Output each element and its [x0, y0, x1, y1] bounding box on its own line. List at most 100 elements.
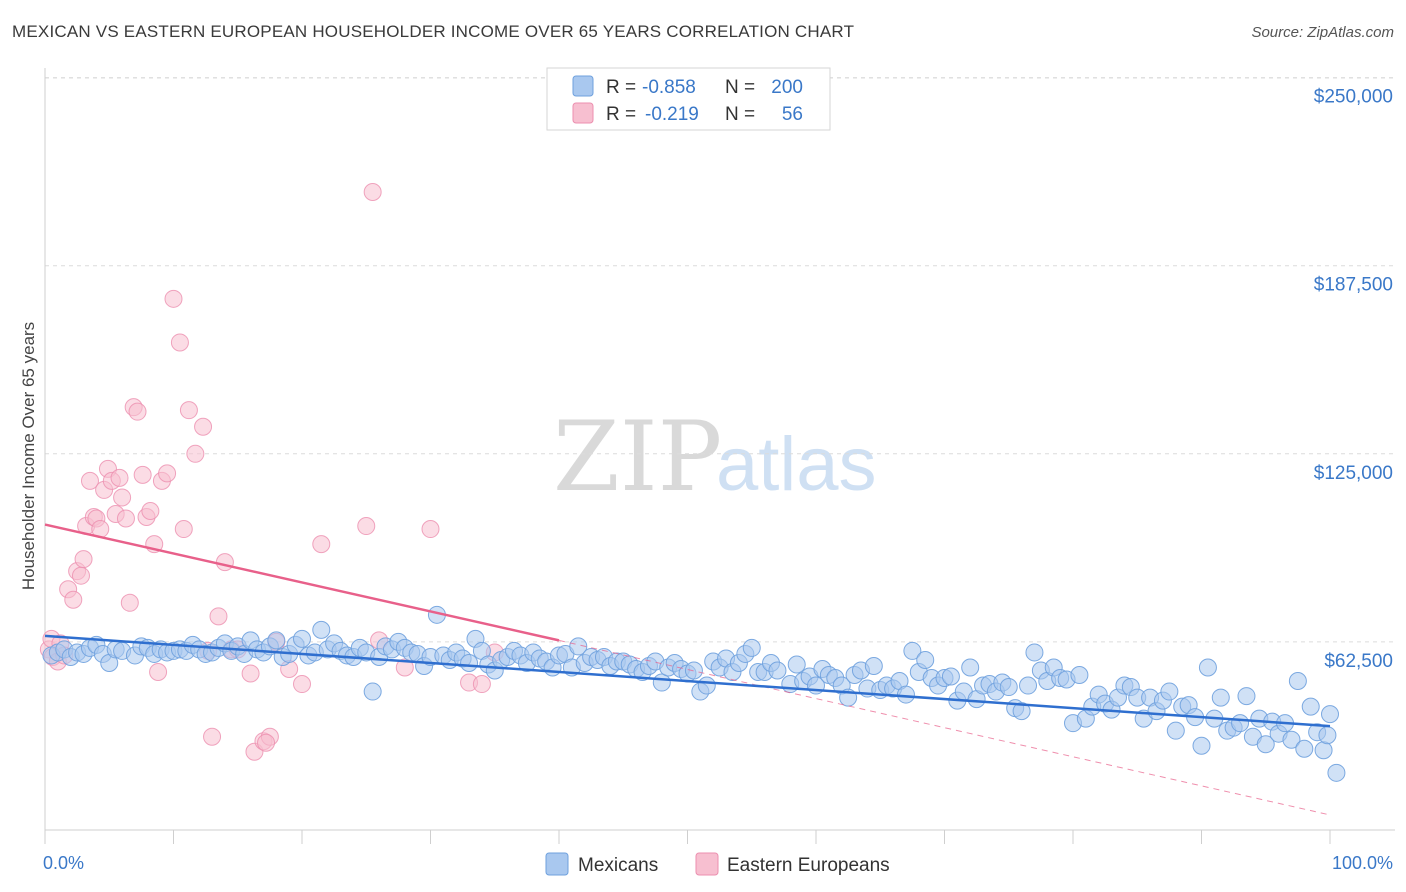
- data-point-mexicans: [896, 685, 915, 704]
- data-point-mexicans: [1231, 714, 1250, 733]
- data-point-eastern-europeans: [149, 663, 168, 681]
- data-point-mexicans: [1256, 735, 1275, 754]
- data-point-eastern-europeans: [80, 471, 99, 490]
- data-point-mexicans: [1192, 736, 1211, 755]
- data-point-eastern-europeans: [164, 289, 183, 308]
- n-label-1: N =: [725, 77, 755, 98]
- data-point-mexicans: [916, 650, 935, 669]
- data-point-mexicans: [787, 655, 806, 674]
- data-point-mexicans: [1288, 672, 1307, 691]
- legend-swatch-eastern-europeans: [572, 102, 594, 124]
- n-value-2: 56: [782, 104, 803, 125]
- data-point-mexicans: [1314, 741, 1333, 760]
- data-point-mexicans: [999, 678, 1018, 697]
- r-label-1: R =: [606, 77, 636, 98]
- bottom-legend: Mexicans Eastern Europeans: [545, 852, 890, 876]
- trend-line-mexicans: [44, 634, 1331, 728]
- data-point-eastern-europeans: [174, 520, 193, 539]
- eastern-europeans-points: [39, 182, 504, 761]
- data-point-eastern-europeans: [194, 417, 213, 436]
- chart-title: MEXICAN VS EASTERN EUROPEAN HOUSEHOLDER …: [12, 22, 855, 41]
- data-point-mexicans: [1237, 687, 1256, 706]
- r-label-2: R =: [606, 104, 636, 125]
- data-point-eastern-europeans: [64, 590, 83, 609]
- data-point-eastern-europeans: [312, 535, 331, 554]
- n-label-2: N =: [725, 104, 755, 125]
- bottom-legend-eastern-europeans: Eastern Europeans: [727, 855, 890, 876]
- data-point-mexicans: [961, 658, 980, 677]
- data-point-mexicans: [684, 661, 703, 680]
- n-value-1: 200: [771, 77, 803, 98]
- data-point-eastern-europeans: [116, 509, 135, 528]
- data-point-eastern-europeans: [241, 664, 260, 683]
- x-tick-labels: 0.0% 100.0%: [43, 853, 1393, 873]
- data-point-eastern-europeans: [158, 464, 177, 483]
- bottom-legend-mexicans: Mexicans: [578, 855, 658, 876]
- stats-legend: R = -0.858 N = 200 R = -0.219 N = 56: [546, 67, 831, 131]
- data-point-mexicans: [864, 656, 883, 675]
- data-point-mexicans: [1318, 726, 1337, 745]
- bottom-legend-swatch-mexicans: [545, 852, 569, 876]
- data-point-mexicans: [1070, 666, 1089, 685]
- data-point-mexicans: [1166, 721, 1185, 740]
- data-point-eastern-europeans: [170, 333, 189, 352]
- data-point-eastern-europeans: [395, 658, 414, 677]
- y-axis-title: Householder Income Over 65 years: [19, 322, 38, 590]
- grid-lines: [45, 77, 1395, 643]
- data-point-mexicans: [1282, 730, 1301, 749]
- watermark-zip: ZIP: [553, 401, 722, 513]
- data-point-mexicans: [1321, 705, 1339, 724]
- data-point-eastern-europeans: [133, 465, 152, 484]
- data-point-mexicans: [697, 676, 716, 695]
- data-point-eastern-europeans: [209, 607, 228, 626]
- data-point-mexicans: [1012, 702, 1031, 721]
- data-point-eastern-europeans: [179, 401, 198, 420]
- axes: [44, 68, 1395, 844]
- data-point-eastern-europeans: [215, 553, 234, 572]
- y-tick-label: $250,000: [1314, 87, 1393, 108]
- data-point-mexicans: [1211, 688, 1230, 707]
- mexicans-points: [42, 605, 1346, 782]
- data-point-eastern-europeans: [472, 675, 491, 694]
- data-point-mexicans: [941, 667, 960, 686]
- data-point-mexicans: [1019, 676, 1038, 695]
- data-point-mexicans: [1327, 763, 1346, 782]
- data-point-mexicans: [569, 637, 588, 656]
- r-value-2: -0.219: [645, 104, 699, 125]
- data-point-mexicans: [1025, 643, 1044, 662]
- x-tick-label: 100.0%: [1332, 853, 1393, 873]
- data-point-mexicans: [768, 661, 787, 680]
- data-point-eastern-europeans: [141, 501, 160, 520]
- y-tick-labels: $62,500 $125,000 $187,500 $250,000: [1314, 87, 1393, 672]
- trend-lines: [44, 523, 1331, 816]
- data-point-eastern-europeans: [74, 550, 93, 569]
- data-point-eastern-europeans: [128, 402, 147, 421]
- data-point-mexicans: [1301, 697, 1320, 716]
- data-point-mexicans: [312, 620, 331, 639]
- data-point-mexicans: [363, 682, 382, 701]
- data-point-eastern-europeans: [71, 566, 90, 585]
- data-point-eastern-europeans: [363, 182, 382, 201]
- watermark-atlas: atlas: [716, 422, 877, 507]
- data-point-mexicans: [903, 641, 922, 660]
- data-point-mexicans: [1198, 658, 1217, 677]
- data-point-mexicans: [267, 631, 286, 650]
- y-tick-label: $62,500: [1324, 651, 1393, 672]
- data-point-eastern-europeans: [421, 520, 440, 539]
- bottom-legend-swatch-eastern-europeans: [695, 852, 719, 876]
- r-value-1: -0.858: [642, 77, 696, 98]
- data-point-eastern-europeans: [120, 593, 139, 612]
- source-label: Source: ZipAtlas.com: [1251, 24, 1394, 41]
- data-point-eastern-europeans: [357, 517, 376, 536]
- data-point-eastern-europeans: [113, 488, 132, 507]
- x-tick-label: 0.0%: [43, 853, 84, 873]
- y-tick-label: $187,500: [1314, 275, 1393, 296]
- data-point-mexicans: [293, 629, 311, 648]
- y-tick-label: $125,000: [1314, 463, 1393, 484]
- data-point-mexicans: [742, 638, 761, 657]
- data-point-eastern-europeans: [186, 444, 205, 463]
- data-point-mexicans: [652, 673, 671, 692]
- data-point-mexicans: [1295, 739, 1314, 758]
- data-point-mexicans: [460, 653, 479, 672]
